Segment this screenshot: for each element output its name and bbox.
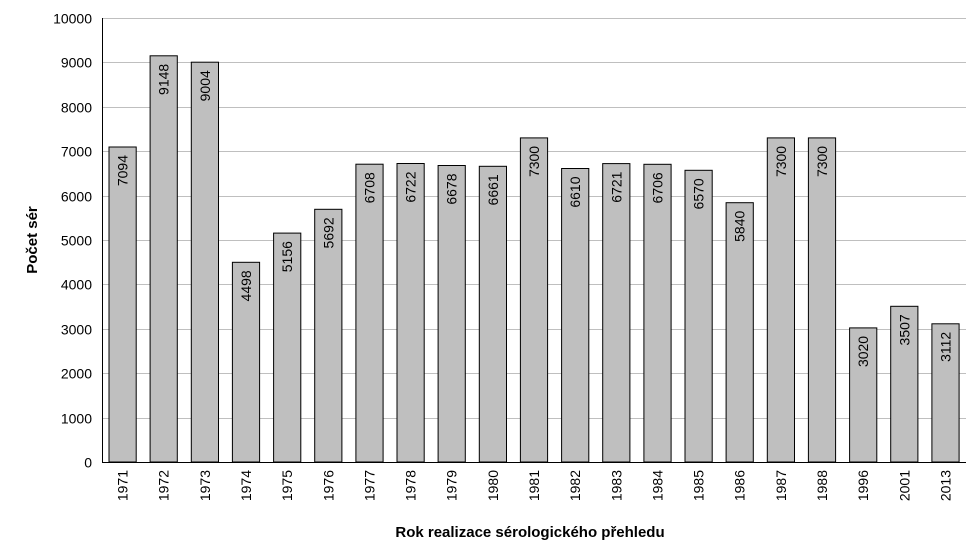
data-label: 9148 (156, 64, 172, 95)
data-label: 3112 (937, 332, 953, 362)
x-tick-label: 2013 (937, 470, 953, 501)
bar (849, 327, 878, 463)
y-tick-label: 10000 (53, 11, 92, 27)
data-label: 5156 (279, 241, 295, 272)
y-tick-label: 5000 (61, 233, 92, 249)
data-label: 6570 (691, 178, 707, 209)
bar (231, 261, 261, 463)
x-tick-labels: 1971 1972 1973 1974 1975 1976 1977 1978 1979 1980… (115, 470, 954, 501)
bar (766, 137, 795, 463)
data-label: 6708 (361, 172, 377, 203)
x-tick-label: 1976 (320, 470, 336, 501)
data-label: 9004 (197, 70, 213, 101)
x-tick-label: 1975 (279, 470, 295, 501)
y-tick-labels: 0 1000 2000 3000 4000 5000 6000 7000 8000 9000 100… (53, 11, 92, 471)
bar (519, 137, 549, 463)
y-tick-label: 9000 (61, 55, 92, 71)
data-label: 5840 (732, 210, 748, 241)
y-tick-label: 0 (84, 455, 92, 471)
data-label: 4498 (238, 270, 254, 301)
x-tick-label: 1973 (197, 470, 213, 501)
x-tick-label: 1974 (238, 470, 254, 501)
data-label: 6721 (608, 171, 624, 202)
bar (478, 165, 507, 463)
bar (807, 137, 837, 463)
y-tick-label: 6000 (61, 189, 92, 205)
x-tick-label: 1982 (567, 470, 583, 501)
x-tick-label: 2001 (896, 470, 912, 501)
data-label: 5692 (320, 217, 336, 248)
data-label: 6610 (567, 176, 583, 207)
x-tick-label: 1996 (855, 470, 871, 501)
y-tick-label: 8000 (61, 100, 92, 116)
data-labels: 7094 9148 9004 4498 5156 5692 6708 6722 6678 6661… (115, 64, 954, 367)
x-tick-label: 1984 (649, 470, 665, 501)
axes (102, 18, 966, 463)
y-axis-title: Počet sér (24, 206, 41, 274)
bar (684, 169, 713, 463)
bar (149, 55, 178, 463)
bar (725, 202, 754, 463)
bar (643, 163, 672, 463)
x-tick-label: 1979 (444, 470, 460, 501)
data-label: 7300 (814, 146, 830, 177)
bar (931, 323, 960, 463)
x-tick-label: 1971 (115, 470, 131, 501)
y-tick-label: 2000 (61, 366, 92, 382)
bar (273, 232, 302, 463)
y-tick-label: 1000 (61, 411, 92, 427)
x-tick-label: 1986 (732, 470, 748, 501)
x-tick-label: 1980 (485, 470, 501, 501)
x-tick-label: 1987 (773, 470, 789, 501)
bar (190, 61, 220, 463)
bar (396, 163, 425, 463)
bar (890, 305, 919, 463)
x-tick-label: 1983 (608, 470, 624, 501)
bar (561, 168, 590, 463)
data-label: 3507 (896, 314, 912, 345)
data-label: 6678 (444, 173, 460, 204)
x-axis-title: Rok realizace sérologického přehledu (395, 524, 664, 541)
data-label: 7300 (526, 146, 542, 177)
bar (108, 146, 137, 463)
data-label: 7300 (773, 146, 789, 177)
data-label: 6722 (403, 171, 419, 202)
bars (108, 55, 960, 463)
y-tick-label: 4000 (61, 277, 92, 293)
bar (602, 163, 631, 463)
x-tick-label: 1988 (814, 470, 830, 501)
bar (437, 165, 466, 463)
x-tick-label: 1972 (156, 470, 172, 501)
x-tick-label: 1985 (691, 470, 707, 501)
x-tick-label: 1981 (526, 470, 542, 501)
y-tick-label: 3000 (61, 322, 92, 338)
y-tick-label: 7000 (61, 144, 92, 160)
data-label: 6706 (649, 172, 665, 203)
x-tick-label: 1977 (361, 470, 377, 501)
bar (355, 163, 384, 463)
data-label: 3020 (855, 336, 871, 367)
data-label: 6661 (485, 174, 501, 205)
x-tick-label: 1978 (403, 470, 419, 501)
data-label: 7094 (115, 155, 131, 186)
